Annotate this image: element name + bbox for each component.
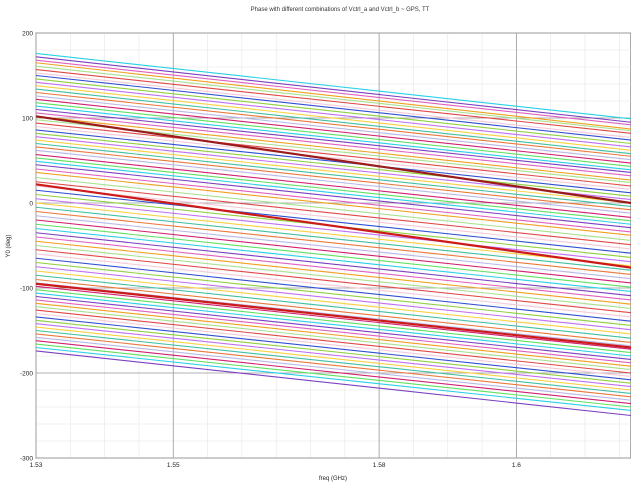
series-line: [35, 98, 631, 164]
series-line: [35, 295, 631, 360]
series-line: [35, 56, 631, 123]
series-line: [35, 210, 631, 275]
series-line: [35, 219, 631, 284]
series-line-highlight: [35, 115, 631, 205]
series-line: [35, 306, 631, 371]
series-line: [35, 206, 631, 271]
plot-area: [35, 32, 631, 459]
y-tick-label: -100: [20, 286, 33, 293]
x-tick-label: 1.53: [30, 462, 43, 469]
x-axis-label: freq (GHz): [319, 476, 347, 482]
series-line: [35, 266, 631, 331]
series-line: [35, 198, 631, 263]
series-line: [35, 236, 631, 301]
series-line: [35, 333, 631, 398]
series-line: [35, 285, 631, 350]
series-line-highlight: [35, 183, 631, 269]
series-line: [35, 274, 631, 339]
series-line: [35, 299, 631, 364]
series-line: [35, 270, 631, 335]
series-line: [35, 176, 631, 241]
series-layer: [35, 52, 631, 417]
series-line: [35, 164, 631, 229]
series-line: [35, 202, 631, 267]
series-line: [35, 157, 631, 222]
series-line: [35, 102, 631, 167]
series-line: [35, 244, 631, 309]
series-line: [35, 340, 631, 405]
series-line: [35, 146, 631, 211]
series-line: [35, 249, 631, 314]
series-line: [35, 81, 631, 148]
series-line: [35, 88, 631, 155]
series-line: [35, 185, 631, 250]
series-line: [35, 59, 631, 126]
series-line: [35, 112, 631, 177]
series-line: [35, 125, 631, 190]
series-line: [35, 132, 631, 197]
series-line: [35, 289, 631, 354]
x-tick-label: 1.6: [512, 462, 521, 469]
series-line: [35, 253, 631, 318]
series-line: [35, 69, 631, 134]
series-line: [35, 336, 631, 401]
series-line: [35, 52, 631, 120]
series-line: [35, 154, 631, 218]
series-line: [35, 129, 631, 194]
series-line: [35, 62, 631, 130]
series-line: [35, 160, 631, 225]
series-line: [35, 168, 631, 233]
series-line: [35, 312, 631, 377]
series-line: [35, 292, 631, 357]
x-tick-label: 1.58: [373, 462, 386, 469]
y-tick-label: -300: [20, 456, 33, 463]
series-line: [35, 329, 631, 394]
series-line: [35, 139, 631, 204]
series-line: [35, 171, 631, 236]
chart-title: Phase with different combinations of Vct…: [251, 7, 430, 13]
series-line-highlight: [35, 282, 631, 349]
series-line: [35, 261, 631, 326]
series-line: [35, 319, 631, 384]
series-line: [35, 240, 631, 305]
series-line: [35, 91, 631, 157]
y-axis-label: Y0 (deg): [6, 234, 12, 257]
series-line: [35, 326, 631, 391]
series-line: [35, 85, 631, 151]
series-line: [35, 316, 631, 381]
series-line: [35, 108, 631, 173]
x-axis: 1.53 1.55 1.58 1.6: [30, 462, 522, 469]
series-line: [35, 189, 631, 254]
y-tick-label: 100: [22, 116, 33, 123]
series-line: [35, 149, 631, 214]
series-line: [35, 257, 631, 322]
series-line: [35, 227, 631, 292]
series-line: [35, 95, 631, 161]
series-line: [35, 223, 631, 288]
series-line: [35, 343, 631, 408]
series-line: [35, 78, 631, 145]
x-tick-label: 1.55: [167, 462, 180, 469]
y-tick-label: 200: [22, 31, 33, 38]
series-line: [35, 142, 631, 207]
series-line: [35, 278, 631, 343]
series-line: [35, 346, 631, 411]
series-line: [35, 215, 631, 280]
series-line: [35, 65, 631, 132]
series-line: [35, 181, 631, 246]
series-line: [35, 74, 631, 141]
series-line: [35, 105, 631, 171]
y-tick-label: -200: [20, 371, 33, 378]
series-line: [35, 350, 631, 417]
y-tick-label: 0: [29, 201, 33, 208]
series-line: [35, 122, 631, 187]
series-line: [35, 72, 631, 139]
series-line: [35, 302, 631, 367]
series-line: [35, 232, 631, 297]
series-line: [35, 309, 631, 374]
series-line: [35, 323, 631, 388]
series-line: [35, 115, 631, 181]
y-axis: 200 100 0 -100 -200 -300: [20, 31, 33, 463]
